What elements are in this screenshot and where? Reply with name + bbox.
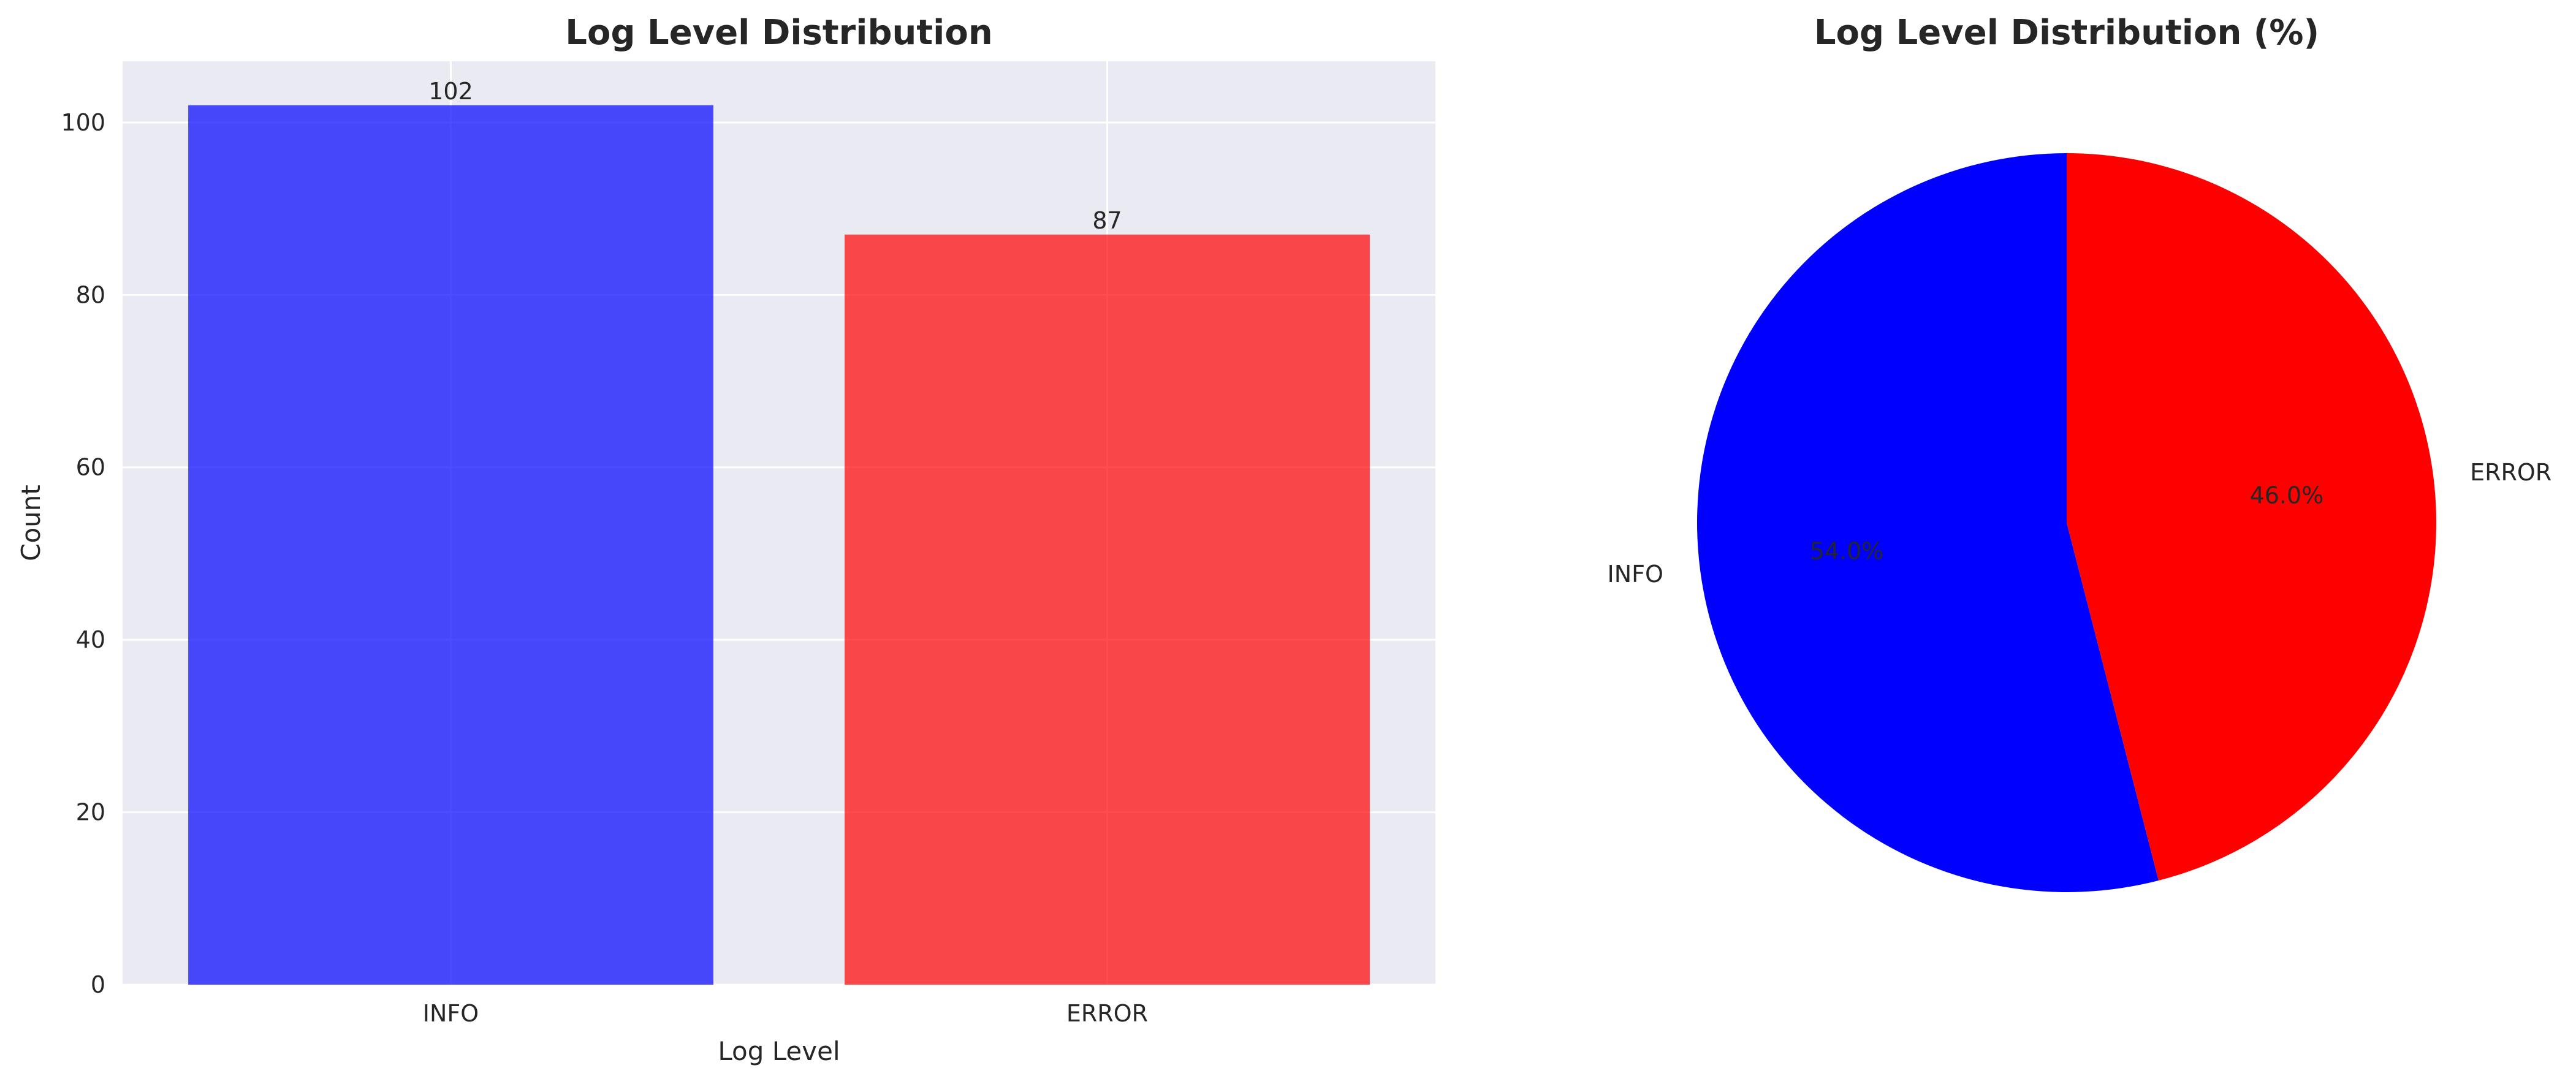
y-tick-label: 80 <box>76 281 105 308</box>
pie-labels: INFO 54.0% ERROR 46.0% <box>1608 459 2552 588</box>
bar-value-label: 102 <box>428 78 473 105</box>
y-tick-label: 60 <box>76 454 105 481</box>
y-tick-label: 0 <box>91 971 105 998</box>
bar-data-labels: 102 87 <box>428 78 1122 234</box>
bar-x-axis-label: Log Level <box>718 1036 840 1066</box>
pie-chart: INFO 54.0% ERROR 46.0% Log Level Distributi… <box>1608 13 2552 892</box>
bar-marks <box>188 105 1370 985</box>
pie-label: ERROR <box>2470 459 2551 486</box>
pie-slice-error <box>2067 153 2436 881</box>
pie-percent-label: 54.0% <box>1810 537 1884 564</box>
pie-chart-title: Log Level Distribution (%) <box>1814 13 2319 53</box>
bar-chart: 0 20 40 60 80 100 INFO ERROR 102 87 Log Level D… <box>16 13 1435 1066</box>
bar-x-ticks: INFO ERROR <box>423 1000 1148 1027</box>
y-tick-label: 100 <box>61 109 105 136</box>
pie-slice-info <box>1697 153 2159 892</box>
bar-error <box>845 234 1370 985</box>
x-tick-label: ERROR <box>1066 1000 1148 1027</box>
y-tick-label: 40 <box>76 626 105 653</box>
bar-y-axis-label: Count <box>16 485 46 561</box>
pie-label: INFO <box>1608 561 1663 588</box>
pie-slices <box>1697 153 2436 892</box>
bar-y-ticks: 0 20 40 60 80 100 <box>61 109 105 998</box>
bar-value-label: 87 <box>1092 207 1122 234</box>
bar-info <box>188 105 713 985</box>
y-tick-label: 20 <box>76 799 105 826</box>
pie-percent-label: 46.0% <box>2250 482 2324 509</box>
bar-chart-title: Log Level Distribution <box>565 13 992 53</box>
x-tick-label: INFO <box>423 1000 479 1027</box>
